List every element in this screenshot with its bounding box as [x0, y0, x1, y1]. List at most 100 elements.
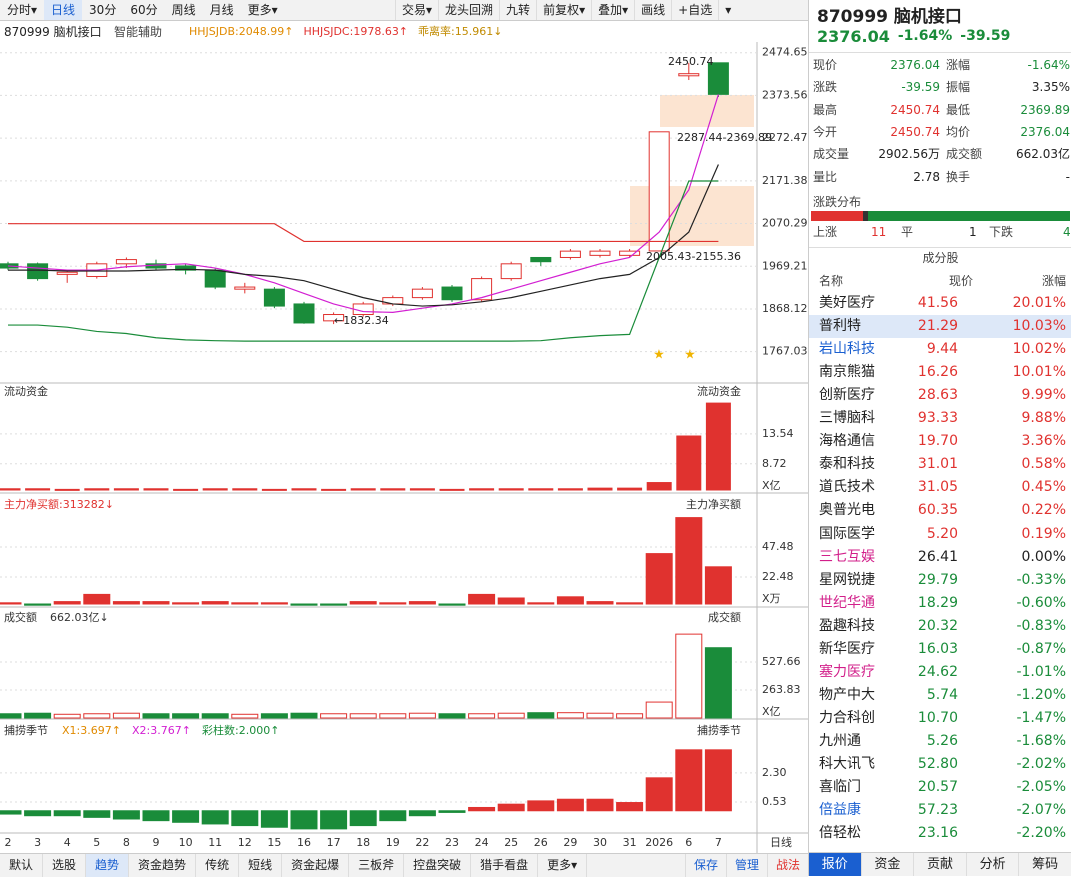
toolbar-button[interactable]: 九转: [499, 0, 536, 20]
bar: [232, 488, 258, 491]
toolbar-button[interactable]: 交易▾: [395, 0, 438, 20]
quote-label: 最低: [946, 102, 971, 117]
toolbar-button[interactable]: 月线: [209, 3, 234, 17]
bar: [586, 798, 614, 812]
tab[interactable]: 管理: [725, 854, 767, 877]
bottom-tabs: 默认 选股 趋势 资金趋势 传统 短线 资金起爆 三板斧 控盘突破 猎手看盘 更多▾ 保存 管理 战法: [0, 853, 808, 877]
stock-row[interactable]: 力合科创 10.70 -1.47%: [809, 707, 1071, 730]
bar: [497, 803, 525, 812]
toolbar-button[interactable]: 画线: [634, 0, 671, 20]
bar: [349, 810, 377, 827]
stock-price: 93.33: [917, 410, 958, 427]
stock-row[interactable]: 奥普光电 60.35 0.22%: [809, 499, 1071, 522]
bar: [675, 749, 703, 812]
toolbar-button[interactable]: 分时▾: [7, 3, 38, 17]
bar: [498, 488, 524, 491]
panel-title: 流动资金: [4, 384, 48, 398]
tab[interactable]: 控盘突破: [404, 854, 472, 877]
toolbar-button[interactable]: ▾: [718, 0, 737, 20]
tab[interactable]: 资金: [862, 853, 915, 876]
bar: [112, 712, 140, 719]
tab[interactable]: 更多▾: [538, 854, 588, 877]
tab[interactable]: 保存: [684, 854, 726, 877]
stock-row[interactable]: 国际医学 5.20 0.19%: [809, 523, 1071, 546]
tab[interactable]: 筹码: [1019, 853, 1071, 876]
stock-row[interactable]: 美好医疗 41.56 20.01%: [809, 292, 1071, 315]
stock-price: 20.32: [917, 617, 958, 634]
tab[interactable]: 贡献: [914, 853, 967, 876]
tab[interactable]: 短线: [239, 854, 283, 877]
stock-row[interactable]: 南京熊猫 16.26 10.01%: [809, 361, 1071, 384]
toolbar-button[interactable]: 日线: [44, 0, 83, 20]
stock-name: 倍益康: [819, 802, 861, 819]
stock-row[interactable]: 海格通信 19.70 3.36%: [809, 430, 1071, 453]
x-tick-label: 25: [504, 836, 518, 849]
toolbar-button[interactable]: +自选: [671, 0, 718, 20]
bar: [142, 601, 170, 605]
toolbar-button[interactable]: 周线: [171, 3, 196, 17]
stock-row[interactable]: 科大讯飞 52.80 -2.02%: [809, 753, 1071, 776]
toolbar-button[interactable]: 更多▾: [247, 3, 278, 17]
stock-row[interactable]: 创新医疗 28.63 9.99%: [809, 384, 1071, 407]
bar: [83, 713, 111, 719]
bar: [350, 488, 376, 491]
stock-change: -0.33%: [1016, 571, 1066, 588]
divider: [809, 52, 1071, 53]
toolbar-button[interactable]: 龙头回溯: [438, 0, 499, 20]
tab[interactable]: 战法: [766, 854, 808, 877]
stock-name: 美好医疗: [819, 295, 875, 311]
bar: [83, 810, 111, 818]
toolbar-button[interactable]: 叠加▾: [591, 0, 634, 20]
tab[interactable]: 分析: [967, 853, 1020, 876]
toolbar-button[interactable]: 前复权▾: [536, 0, 591, 20]
stock-row[interactable]: 泰和科技 31.01 0.58%: [809, 453, 1071, 476]
quote-value: 662.03亿: [1016, 147, 1070, 162]
tab[interactable]: 趋势: [86, 854, 130, 877]
quote-tabs: 报价 资金 贡献 分析 筹码: [809, 852, 1071, 876]
stock-name: 海格通信: [819, 433, 875, 450]
stock-row[interactable]: 物产中大 5.74 -1.20%: [809, 684, 1071, 707]
indicator: 乖离率:15.961↓: [418, 25, 503, 38]
bar: [527, 602, 555, 605]
stock-row[interactable]: 岩山科技 9.44 10.02%: [809, 338, 1071, 361]
tab[interactable]: 默认: [0, 854, 44, 877]
stock-row[interactable]: 道氏技术 31.05 0.45%: [809, 476, 1071, 499]
stock-change: 10.03%: [1012, 318, 1066, 335]
x-tick-label: 2: [5, 836, 12, 849]
tab[interactable]: 传统: [196, 854, 240, 877]
quote-label: 最高: [813, 102, 838, 117]
bar: [24, 712, 52, 719]
bar: [675, 517, 703, 605]
stock-row[interactable]: 普利特 21.29 10.03%: [809, 315, 1071, 339]
stock-row[interactable]: 喜临门 20.57 -2.05%: [809, 776, 1071, 799]
stock-row[interactable]: 盈趣科技 20.32 -0.83%: [809, 615, 1071, 638]
toolbar-button[interactable]: 30分: [89, 3, 117, 17]
quote-value: 3.35%: [1031, 80, 1070, 95]
tab[interactable]: 选股: [43, 854, 87, 877]
tab[interactable]: 资金趋势: [129, 854, 197, 877]
tab[interactable]: 猎手看盘: [471, 854, 539, 877]
stock-row[interactable]: 三七互娱 26.41 0.00%: [809, 546, 1071, 569]
stock-change: -1.01%: [1016, 663, 1066, 680]
assist[interactable]: 智能辅助: [114, 24, 163, 39]
x-tick-label: 8: [123, 836, 130, 849]
zone: [660, 95, 754, 127]
stock-row[interactable]: 世纪华通 18.29 -0.60%: [809, 592, 1071, 615]
stock-name: 泰和科技: [819, 456, 875, 473]
stock-row[interactable]: 倍益康 57.23 -2.07%: [809, 799, 1071, 822]
bar: [556, 798, 584, 812]
toolbar-button[interactable]: 60分: [130, 3, 158, 17]
tab[interactable]: 资金起爆: [282, 854, 350, 877]
stock-row[interactable]: 星网锐捷 29.79 -0.33%: [809, 569, 1071, 592]
bar: [468, 593, 496, 605]
stock-row[interactable]: 九州通 5.26 -1.68%: [809, 730, 1071, 753]
bar: [142, 713, 170, 719]
section-title: 涨跌分布: [813, 195, 862, 209]
x-tick-label: 10: [179, 836, 193, 849]
tab[interactable]: 三板斧: [349, 854, 405, 877]
stock-row[interactable]: 倍轻松 23.16 -2.20%: [809, 822, 1071, 845]
tab[interactable]: 报价: [809, 853, 862, 876]
stock-row[interactable]: 三博脑科 93.33 9.88%: [809, 407, 1071, 430]
stock-row[interactable]: 塞力医疗 24.62 -1.01%: [809, 661, 1071, 684]
stock-row[interactable]: 新华医疗 16.03 -0.87%: [809, 638, 1071, 661]
